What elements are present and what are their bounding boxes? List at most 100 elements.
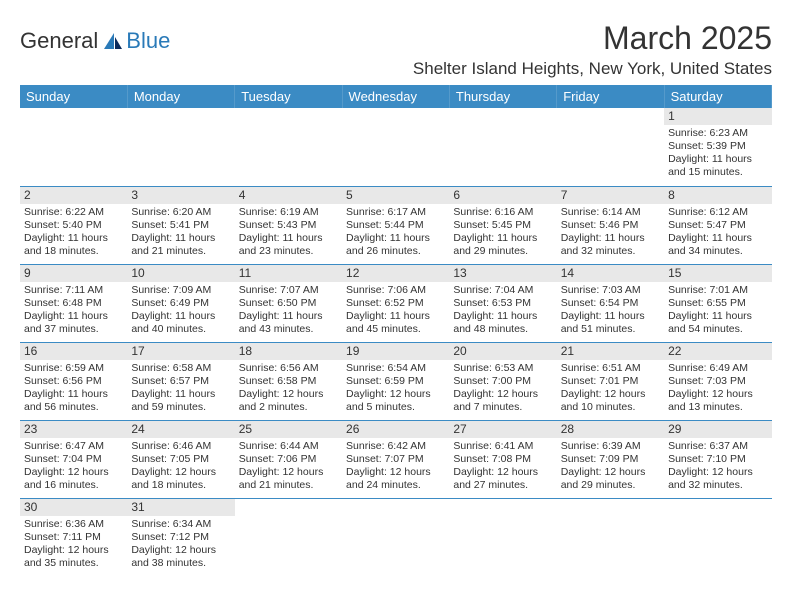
day-cell: 7Sunrise: 6:14 AMSunset: 5:46 PMDaylight… [557,186,664,264]
day-number: 11 [235,265,342,282]
daylight-text: Daylight: 11 hours [668,232,767,245]
day-cell: 12Sunrise: 7:06 AMSunset: 6:52 PMDayligh… [342,264,449,342]
sunset-text: Sunset: 5:43 PM [239,219,338,232]
day-number: 2 [20,187,127,204]
day-cell: 6Sunrise: 6:16 AMSunset: 5:45 PMDaylight… [449,186,556,264]
day-cell: 15Sunrise: 7:01 AMSunset: 6:55 PMDayligh… [664,264,771,342]
day-cell [449,108,556,186]
day-number: 28 [557,421,664,438]
sunset-text: Sunset: 7:03 PM [668,375,767,388]
day-number: 20 [449,343,556,360]
day-number: 23 [20,421,127,438]
sunset-text: Sunset: 7:07 PM [346,453,445,466]
sunrise-text: Sunrise: 6:51 AM [561,362,660,375]
daylight-text: Daylight: 11 hours [561,232,660,245]
sunrise-text: Sunrise: 6:19 AM [239,206,338,219]
sunrise-text: Sunrise: 7:07 AM [239,284,338,297]
day-cell: 10Sunrise: 7:09 AMSunset: 6:49 PMDayligh… [127,264,234,342]
day-cell: 2Sunrise: 6:22 AMSunset: 5:40 PMDaylight… [20,186,127,264]
daylight-text: and 24 minutes. [346,479,445,492]
sunset-text: Sunset: 6:58 PM [239,375,338,388]
week-row: 16Sunrise: 6:59 AMSunset: 6:56 PMDayligh… [20,342,772,420]
daylight-text: and 38 minutes. [131,557,230,570]
col-wednesday: Wednesday [342,85,449,108]
sunrise-text: Sunrise: 6:59 AM [24,362,123,375]
daylight-text: and 15 minutes. [668,166,767,179]
week-row: 9Sunrise: 7:11 AMSunset: 6:48 PMDaylight… [20,264,772,342]
daylight-text: and 21 minutes. [131,245,230,258]
sunrise-text: Sunrise: 7:03 AM [561,284,660,297]
daylight-text: Daylight: 11 hours [346,310,445,323]
daylight-text: and 32 minutes. [561,245,660,258]
day-cell: 13 Sunrise: 7:04 AMSunset: 6:53 PMDayligh… [449,264,556,342]
sunset-text: Sunset: 5:41 PM [131,219,230,232]
daylight-text: Daylight: 12 hours [668,388,767,401]
daylight-text: Daylight: 12 hours [668,466,767,479]
day-cell: 31Sunrise: 6:34 AMSunset: 7:12 PMDayligh… [127,498,234,576]
day-cell [342,108,449,186]
day-cell: 19Sunrise: 6:54 AMSunset: 6:59 PMDayligh… [342,342,449,420]
daylight-text: and 16 minutes. [24,479,123,492]
day-cell: 29Sunrise: 6:37 AMSunset: 7:10 PMDayligh… [664,420,771,498]
sunset-text: Sunset: 5:40 PM [24,219,123,232]
daylight-text: and 5 minutes. [346,401,445,414]
day-number: 12 [342,265,449,282]
day-number: 31 [127,499,234,516]
col-tuesday: Tuesday [235,85,342,108]
day-cell: 26Sunrise: 6:42 AMSunset: 7:07 PMDayligh… [342,420,449,498]
sunset-text: Sunset: 5:47 PM [668,219,767,232]
day-cell: 25Sunrise: 6:44 AMSunset: 7:06 PMDayligh… [235,420,342,498]
day-number: 16 [20,343,127,360]
daylight-text: and 10 minutes. [561,401,660,414]
sunset-text: Sunset: 7:00 PM [453,375,552,388]
daylight-text: and 27 minutes. [453,479,552,492]
sunrise-text: Sunrise: 7:04 AM [453,284,552,297]
daylight-text: and 48 minutes. [453,323,552,336]
sunset-text: Sunset: 6:52 PM [346,297,445,310]
daylight-text: Daylight: 12 hours [346,388,445,401]
sunrise-text: Sunrise: 6:47 AM [24,440,123,453]
sunset-text: Sunset: 6:49 PM [131,297,230,310]
sunset-text: Sunset: 5:45 PM [453,219,552,232]
sunrise-text: Sunrise: 6:20 AM [131,206,230,219]
daylight-text: and 43 minutes. [239,323,338,336]
day-cell [235,108,342,186]
sunset-text: Sunset: 5:46 PM [561,219,660,232]
sunset-text: Sunset: 6:53 PM [453,297,552,310]
col-saturday: Saturday [664,85,771,108]
day-number: 24 [127,421,234,438]
day-number: 29 [664,421,771,438]
sunrise-text: Sunrise: 6:17 AM [346,206,445,219]
sunrise-text: Sunrise: 6:34 AM [131,518,230,531]
daylight-text: and 59 minutes. [131,401,230,414]
day-cell: 16Sunrise: 6:59 AMSunset: 6:56 PMDayligh… [20,342,127,420]
sunset-text: Sunset: 7:12 PM [131,531,230,544]
sunset-text: Sunset: 5:39 PM [668,140,767,153]
day-number: 13 [449,265,556,282]
sunrise-text: Sunrise: 6:41 AM [453,440,552,453]
day-cell: 8Sunrise: 6:12 AMSunset: 5:47 PMDaylight… [664,186,771,264]
daylight-text: Daylight: 11 hours [453,232,552,245]
day-number: 30 [20,499,127,516]
sunrise-text: Sunrise: 6:44 AM [239,440,338,453]
sunrise-text: Sunrise: 6:42 AM [346,440,445,453]
daylight-text: Daylight: 12 hours [239,388,338,401]
day-number: 3 [127,187,234,204]
calendar-body: 1Sunrise: 6:23 AMSunset: 5:39 PMDaylight… [20,108,772,576]
sunrise-text: Sunrise: 6:37 AM [668,440,767,453]
sunrise-text: Sunrise: 6:54 AM [346,362,445,375]
day-cell [557,498,664,576]
daylight-text: Daylight: 11 hours [453,310,552,323]
daylight-text: Daylight: 11 hours [131,310,230,323]
daylight-text: Daylight: 11 hours [131,232,230,245]
daylight-text: Daylight: 12 hours [561,466,660,479]
sunset-text: Sunset: 7:04 PM [24,453,123,466]
logo-text-blue: Blue [126,28,170,54]
daylight-text: Daylight: 11 hours [24,388,123,401]
day-cell [664,498,771,576]
daylight-text: and 29 minutes. [561,479,660,492]
daylight-text: and 56 minutes. [24,401,123,414]
daylight-text: and 40 minutes. [131,323,230,336]
logo: General Blue [20,28,170,54]
day-number: 7 [557,187,664,204]
